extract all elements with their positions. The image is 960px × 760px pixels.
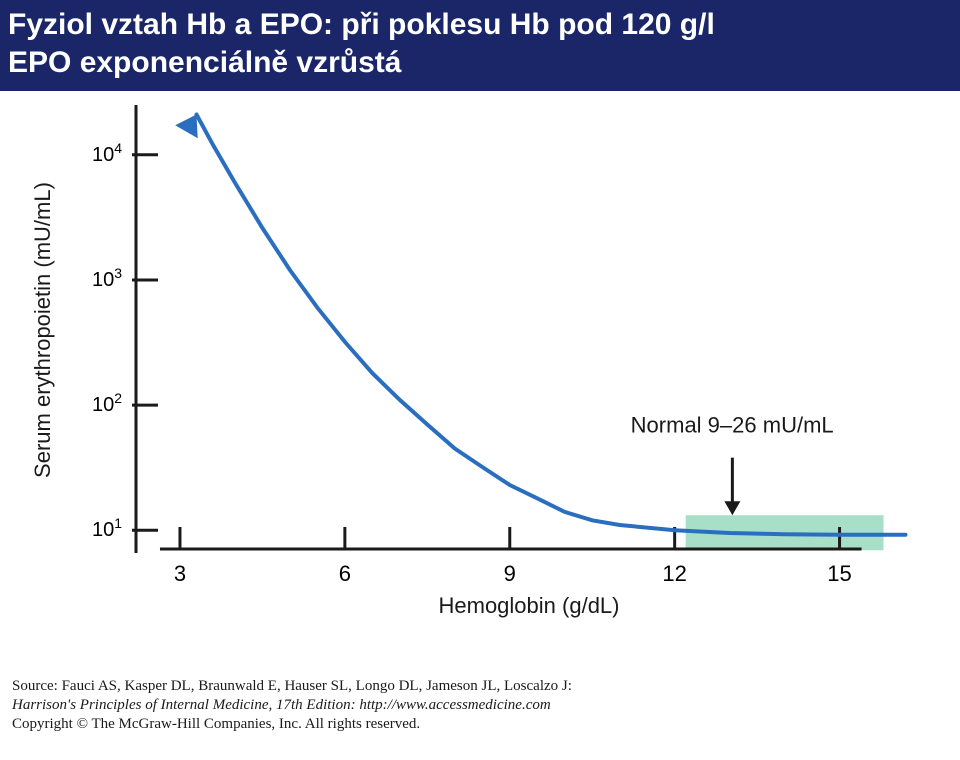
svg-text:9: 9 [504, 561, 516, 586]
svg-text:101: 101 [92, 515, 122, 541]
svg-text:15: 15 [827, 561, 851, 586]
source-line2: Harrison's Principles of Internal Medici… [12, 696, 948, 715]
svg-text:6: 6 [339, 561, 351, 586]
svg-text:Normal 9–26 mU/mL: Normal 9–26 mU/mL [631, 413, 834, 438]
title-line-1: Fyziol vztah Hb a EPO: při poklesu Hb po… [8, 6, 952, 44]
source-line1: Source: Fauci AS, Kasper DL, Braunwald E… [12, 677, 948, 696]
svg-text:104: 104 [92, 140, 122, 166]
svg-text:103: 103 [92, 265, 122, 291]
svg-text:Hemoglobin (g/dL): Hemoglobin (g/dL) [439, 593, 620, 618]
slide-title: Fyziol vztah Hb a EPO: při poklesu Hb po… [0, 0, 960, 91]
source-line3: Copyright © The McGraw-Hill Companies, I… [12, 715, 948, 734]
chart-container: 101 102 103 104 3 6 9 12 15 Hemoglobin (g/dL) Seru… [0, 91, 960, 760]
svg-text:3: 3 [174, 561, 186, 586]
epo-hb-chart: 101 102 103 104 3 6 9 12 15 Hemoglobin (g/dL) Seru… [0, 91, 960, 671]
svg-text:Serum erythropoietin (mU/mL): Serum erythropoietin (mU/mL) [30, 182, 55, 478]
svg-text:12: 12 [662, 561, 686, 586]
svg-text:102: 102 [92, 390, 122, 416]
source-citation: Source: Fauci AS, Kasper DL, Braunwald E… [12, 677, 948, 733]
title-line-2: EPO exponenciálně vzrůstá [8, 44, 952, 82]
